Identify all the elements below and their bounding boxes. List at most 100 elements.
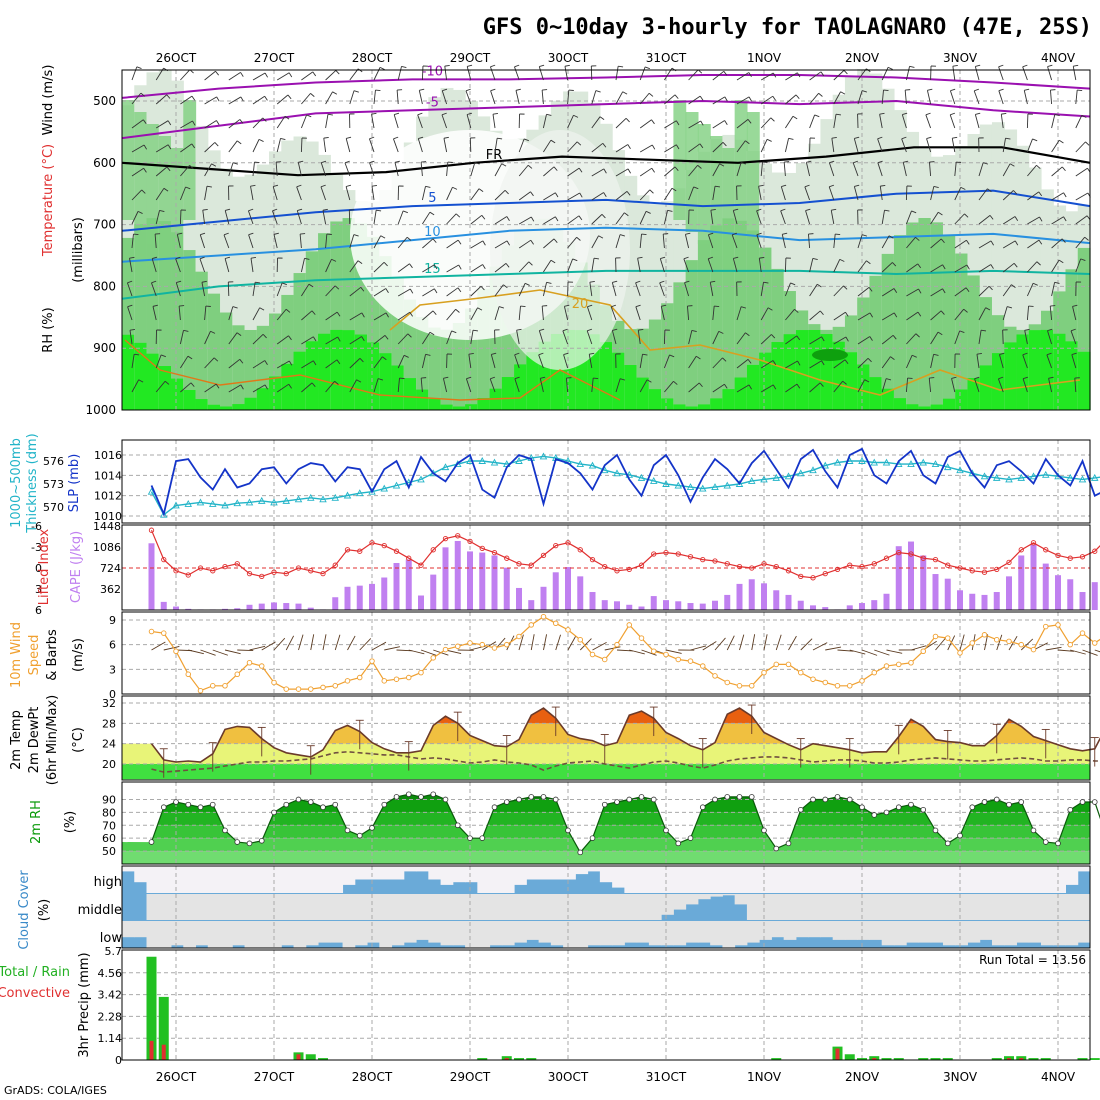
cape-bar xyxy=(736,583,743,610)
thickness-point xyxy=(270,498,278,506)
wind-barb xyxy=(901,138,907,153)
wind-barb xyxy=(1075,167,1088,177)
isotherm-25 xyxy=(124,339,621,401)
wind-barb xyxy=(349,90,355,105)
precip-panel: 5.74.563.422.281.140 xyxy=(98,945,1100,1067)
li-point xyxy=(148,527,155,533)
wind-barb-flag xyxy=(772,360,777,365)
wind-barb xyxy=(178,306,181,321)
wind-barb-flag xyxy=(441,112,447,116)
rh-strip-upper xyxy=(722,148,736,268)
wind-barb-flag xyxy=(578,215,583,221)
thickness-point xyxy=(772,473,781,481)
wind10m-point xyxy=(675,656,682,663)
wind-barb-flag xyxy=(745,332,750,337)
rh-strip-mid xyxy=(869,275,883,410)
rh-point xyxy=(871,812,878,818)
cloud-clear-low xyxy=(746,921,760,943)
wind-barb-flag xyxy=(915,333,920,338)
wind10m-barb xyxy=(579,638,592,651)
wind10m-point xyxy=(308,686,314,692)
rh-strip-mid xyxy=(440,329,454,410)
cape-bar xyxy=(405,559,412,610)
wind-barb-flag xyxy=(814,114,820,118)
cloud-clear-middle xyxy=(942,894,956,920)
wind-barb-flag xyxy=(554,216,559,222)
cloud-clear-middle xyxy=(391,894,405,920)
cape-bar xyxy=(467,551,473,610)
wind-barb xyxy=(1046,354,1053,369)
wind-barb-flag xyxy=(747,119,752,124)
wind-barb xyxy=(567,167,580,177)
wind-barb-flag xyxy=(965,287,970,293)
wind10m-point xyxy=(896,661,902,668)
temp-frame xyxy=(121,695,1091,781)
wind-barb-flag xyxy=(284,115,290,120)
wind-barb-flag xyxy=(918,288,922,294)
wind10m-point xyxy=(455,643,461,650)
wind10m-point xyxy=(283,686,290,692)
wind-barb-flag xyxy=(718,330,724,334)
rh-point xyxy=(540,794,547,800)
wind-barb xyxy=(252,360,266,369)
rh-strip-high xyxy=(1040,329,1054,410)
li-tick-0: 0 xyxy=(35,562,42,575)
wind-barb xyxy=(349,260,359,273)
wind-barb xyxy=(615,66,619,81)
wind-barb xyxy=(276,308,287,321)
wind-barb-flag xyxy=(884,209,890,212)
wind-barb-flag xyxy=(710,280,716,283)
isotherm-20 xyxy=(389,289,1081,396)
wind10m-barb xyxy=(420,649,437,656)
li-point xyxy=(822,570,828,577)
li-point xyxy=(932,556,939,563)
cloud-clear-middle xyxy=(550,894,564,920)
wind-barb xyxy=(952,66,956,81)
cloud-clear-middle xyxy=(808,894,821,920)
wind-barb xyxy=(180,165,190,177)
cloud-clear-low xyxy=(967,921,981,943)
wind-barb-flag xyxy=(564,304,570,307)
rh-tick-70: 70 xyxy=(102,819,116,832)
wind-barb-flag xyxy=(452,186,458,190)
wind10m-point xyxy=(981,632,988,638)
wind-barb-flag xyxy=(975,64,981,67)
wind-barb xyxy=(490,90,496,105)
wind-barb xyxy=(906,237,916,249)
rh-strip-high xyxy=(820,334,834,410)
rh-point xyxy=(846,796,853,803)
wind-barb xyxy=(881,334,894,345)
wind-barb-flag xyxy=(673,380,678,385)
cloud-clear-middle xyxy=(318,894,331,920)
precip-tick-4.56: 4.56 xyxy=(98,967,123,980)
wind-barb-flag xyxy=(514,64,520,68)
rh-point xyxy=(393,794,400,800)
ylabel-wind: Wind (m/s) xyxy=(41,65,56,136)
wind-barb-flag xyxy=(433,288,438,294)
wind-barb xyxy=(615,91,624,105)
wind-barb-flag xyxy=(491,352,497,355)
rh-strip-high xyxy=(220,406,233,410)
wind-barb xyxy=(369,162,375,177)
li-point xyxy=(491,549,498,556)
rh-strip-high xyxy=(195,399,209,410)
cape-bar xyxy=(810,605,816,610)
wind-barb-flag xyxy=(236,332,242,337)
wind-barb xyxy=(494,263,507,273)
wind-barb-flag xyxy=(950,88,956,92)
wind10m-point xyxy=(651,648,657,654)
wind-barb-flag xyxy=(1058,139,1064,144)
thickness-point xyxy=(515,457,523,464)
wind-barb xyxy=(1047,66,1053,81)
li-point xyxy=(834,566,841,573)
wind-barb-flag xyxy=(361,312,365,318)
wind-barb xyxy=(131,119,144,129)
li-point xyxy=(344,547,351,553)
wind-barb xyxy=(543,166,555,177)
wind-barb xyxy=(131,234,134,249)
wind10m-point xyxy=(540,613,547,620)
wind-barb-flag xyxy=(719,163,725,167)
li-point xyxy=(969,568,975,574)
wind-barb-flag xyxy=(618,65,624,68)
wind-barb xyxy=(760,162,763,177)
